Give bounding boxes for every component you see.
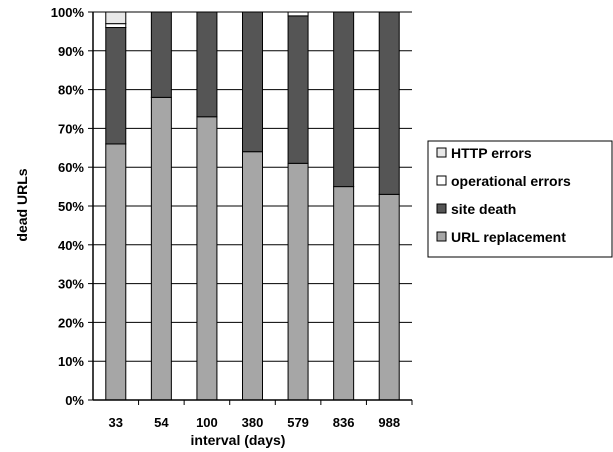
bar-segment xyxy=(333,11,355,188)
y-tick-label: 0% xyxy=(65,393,84,408)
y-tick-label: 70% xyxy=(58,121,84,136)
bar-segment xyxy=(378,193,400,401)
legend-label: URL replacement xyxy=(451,229,566,245)
y-tick-label: 100% xyxy=(51,5,85,20)
legend-swatch xyxy=(436,203,447,214)
x-axis-title: interval (days) xyxy=(191,432,286,448)
bar-segment xyxy=(287,162,309,401)
y-tick-label: 30% xyxy=(58,277,84,292)
x-tick-labels: 33 54 100 380 579 836 988 xyxy=(109,415,401,430)
y-tick-label: 40% xyxy=(58,238,84,253)
x-tick-label: 33 xyxy=(109,415,123,430)
legend-frame xyxy=(427,140,613,258)
x-tick-label: 380 xyxy=(242,415,264,430)
y-tick-label: 60% xyxy=(58,160,84,175)
bar-segment xyxy=(150,96,172,401)
bar-segment xyxy=(196,11,218,118)
y-axis-title: dead URLs xyxy=(14,168,30,241)
legend-swatch xyxy=(436,175,447,186)
legend-label: HTTP errors xyxy=(451,145,532,161)
bar-segment xyxy=(150,11,172,98)
bar-segment xyxy=(105,23,127,29)
bars xyxy=(105,11,400,401)
legend-label: site death xyxy=(451,201,516,217)
y-tick-label: 80% xyxy=(58,83,84,98)
bar-segment xyxy=(242,151,263,401)
x-tick-label: 100 xyxy=(196,415,218,430)
y-tick-label: 10% xyxy=(58,354,84,369)
bar-segment xyxy=(333,186,355,401)
y-tick-label: 50% xyxy=(58,199,84,214)
axes xyxy=(88,11,413,405)
bar-segment xyxy=(105,27,127,145)
x-tick-label: 988 xyxy=(378,415,400,430)
bar-segment xyxy=(242,11,263,153)
y-tick-label: 90% xyxy=(58,44,84,59)
bar-segment xyxy=(287,11,309,17)
bar-segment xyxy=(378,11,400,195)
x-tick-label: 579 xyxy=(287,415,309,430)
x-tick-label: 54 xyxy=(154,415,169,430)
bar-segment xyxy=(196,116,218,401)
legend-swatch xyxy=(436,231,447,242)
bar-segment xyxy=(105,143,127,401)
bar-segment xyxy=(105,11,127,25)
x-tick-label: 836 xyxy=(333,415,355,430)
legend-label: operational errors xyxy=(451,173,571,189)
y-tick-label: 20% xyxy=(58,315,84,330)
legend: HTTP errors operational errors site death U… xyxy=(427,140,613,258)
legend-swatch xyxy=(436,147,447,158)
bar-segment xyxy=(287,15,309,164)
y-tick-labels: 0% 10% 20% 30% 40% 50% 60% 70% 80% 90% 100% xyxy=(51,5,85,408)
